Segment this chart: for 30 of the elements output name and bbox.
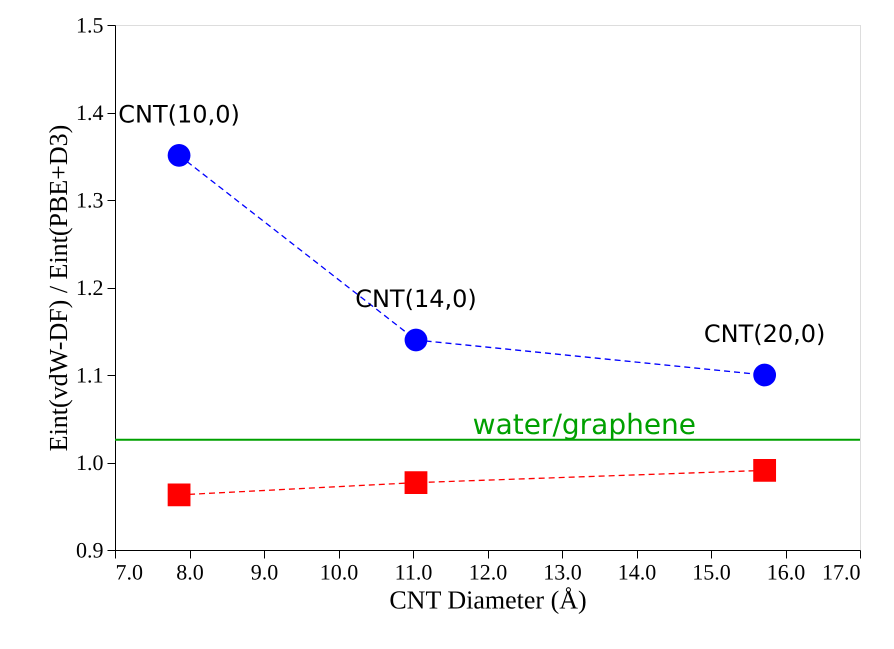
point: [168, 144, 190, 167]
annotation: CNT(20,0): [704, 320, 826, 348]
x-tick-label: 16.0: [766, 560, 806, 584]
y-tick-label: 1.1: [76, 362, 104, 388]
point: [753, 364, 776, 386]
x-tick-label: 9.0: [250, 560, 278, 584]
y-tick-label: 1.2: [76, 275, 104, 300]
annotation: CNT(14,0): [355, 285, 477, 313]
y-tick-label: 0.9: [76, 538, 104, 562]
annotation: CNT(10,0): [118, 100, 240, 128]
y-tick-label: 1.4: [76, 100, 104, 125]
x-tick-label: 12.0: [468, 560, 508, 584]
point: [168, 483, 190, 506]
point: [753, 458, 776, 482]
y-axis-title: Eint(vdW-DF) / Eint(PBE+D3): [44, 124, 73, 452]
x-axis-title: CNT Diameter (Å): [389, 586, 587, 614]
x-tick-label: 17.0: [822, 560, 860, 584]
point: [404, 328, 428, 352]
x-tick-label: 7.0: [116, 560, 143, 584]
y-tick-label: 1.5: [76, 12, 104, 38]
x-tick-label: 10.0: [320, 560, 358, 584]
x-tick-label: 14.0: [618, 560, 656, 584]
x-tick-label: 8.0: [176, 560, 204, 584]
ref-line-label: water/graphene: [472, 408, 696, 441]
y-tick-label: 1.0: [76, 450, 104, 475]
point: [404, 471, 428, 494]
x-tick-label: 15.0: [692, 560, 731, 584]
y-tick-label: 1.3: [76, 188, 104, 212]
x-tick-label: 13.0: [543, 560, 582, 584]
x-tick-label: 11.0: [394, 560, 432, 584]
